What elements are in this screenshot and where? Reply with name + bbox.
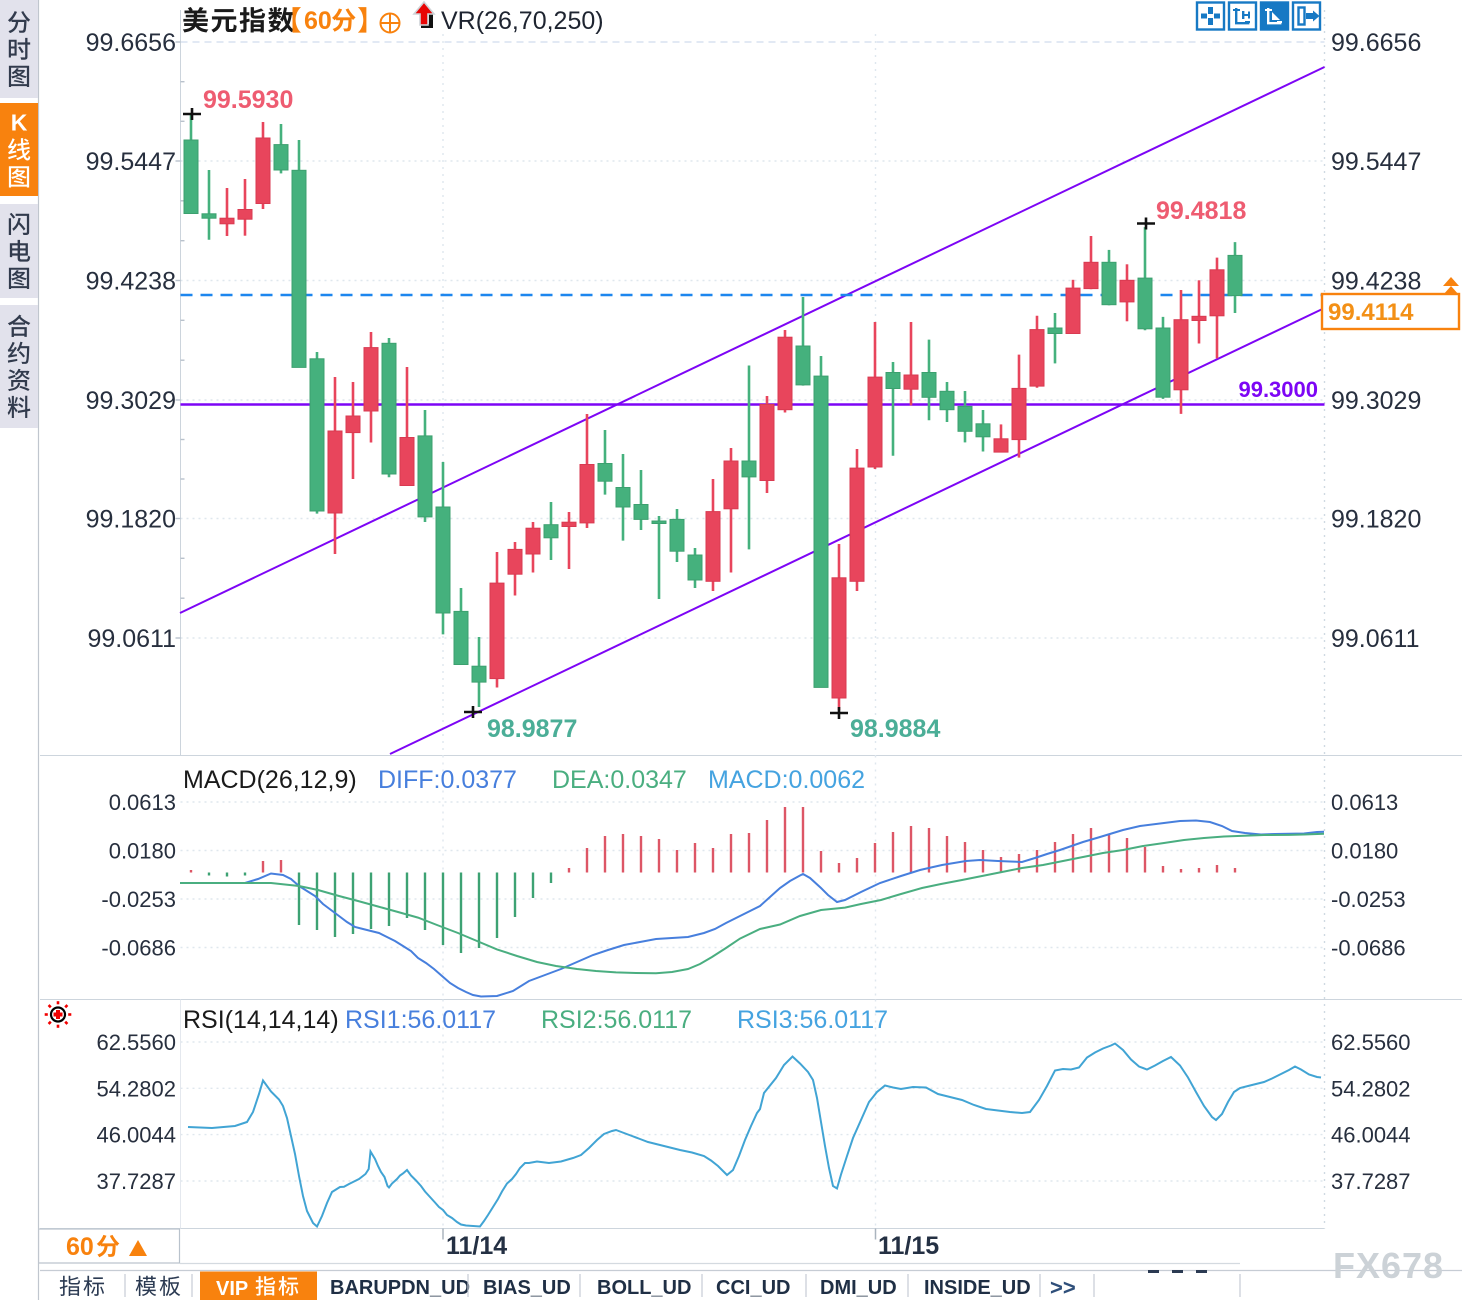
svg-text:54.2802: 54.2802: [96, 1076, 176, 1101]
svg-text:60: 60: [304, 7, 332, 35]
svg-text:RSI2:56.0117: RSI2:56.0117: [541, 1006, 692, 1034]
svg-text:98.9884: 98.9884: [850, 715, 940, 743]
svg-text:-0.0253: -0.0253: [1331, 887, 1406, 912]
svg-text:RSI1:56.0117: RSI1:56.0117: [345, 1006, 496, 1034]
svg-text:DMI_UD: DMI_UD: [820, 1277, 897, 1299]
svg-text:MACD(26,12,9): MACD(26,12,9): [183, 766, 357, 794]
svg-text:98.9877: 98.9877: [487, 715, 577, 743]
svg-text:46.0044: 46.0044: [96, 1123, 176, 1148]
svg-text:K: K: [11, 110, 28, 136]
svg-text:0.0180: 0.0180: [109, 839, 176, 864]
svg-text:CCI_UD: CCI_UD: [716, 1277, 790, 1299]
svg-text:INSIDE_UD: INSIDE_UD: [924, 1277, 1031, 1299]
svg-text:-0.0686: -0.0686: [1331, 936, 1406, 961]
svg-text:BIAS_UD: BIAS_UD: [483, 1277, 571, 1299]
svg-text:11/14: 11/14: [446, 1232, 507, 1260]
svg-text:FX678: FX678: [1333, 1245, 1444, 1286]
svg-text:99.6656: 99.6656: [86, 29, 176, 57]
svg-text:BARUPDN_UD: BARUPDN_UD: [330, 1277, 470, 1299]
svg-text:-0.0253: -0.0253: [101, 887, 176, 912]
svg-text:99.6656: 99.6656: [1331, 29, 1421, 57]
svg-text:99.5447: 99.5447: [86, 148, 176, 176]
svg-text:99.5447: 99.5447: [1331, 148, 1421, 176]
svg-text:99.3000: 99.3000: [1238, 377, 1318, 402]
svg-text:99.0611: 99.0611: [87, 625, 176, 653]
svg-text:DEA:0.0347: DEA:0.0347: [552, 766, 687, 794]
svg-text:99.4818: 99.4818: [1156, 197, 1246, 225]
svg-text:37.7287: 37.7287: [96, 1169, 176, 1194]
svg-text:62.5560: 62.5560: [96, 1030, 176, 1055]
svg-text:62.5560: 62.5560: [1331, 1030, 1411, 1055]
svg-text:54.2802: 54.2802: [1331, 1076, 1411, 1101]
svg-text:RSI(14,14,14): RSI(14,14,14): [183, 1006, 339, 1034]
svg-text:VIP: VIP: [216, 1278, 248, 1300]
svg-text:60: 60: [66, 1233, 94, 1261]
svg-text:MACD:0.0062: MACD:0.0062: [708, 766, 865, 794]
svg-text:99.4114: 99.4114: [1328, 299, 1414, 326]
svg-text:99.3029: 99.3029: [86, 387, 176, 415]
svg-text:99.5930: 99.5930: [203, 86, 293, 114]
svg-text:99.1820: 99.1820: [86, 506, 176, 534]
svg-text:37.7287: 37.7287: [1331, 1169, 1411, 1194]
svg-text:VR(26,70,250): VR(26,70,250): [441, 7, 604, 35]
svg-text:0.0613: 0.0613: [1331, 790, 1398, 815]
svg-text:>>: >>: [1050, 1275, 1076, 1300]
svg-text:99.4238: 99.4238: [1331, 268, 1421, 296]
svg-text:-0.0686: -0.0686: [101, 936, 176, 961]
svg-text:BOLL_UD: BOLL_UD: [597, 1277, 691, 1299]
svg-text:99.3029: 99.3029: [1331, 387, 1421, 415]
svg-text:11/15: 11/15: [878, 1232, 939, 1260]
svg-text:0.0180: 0.0180: [1331, 839, 1398, 864]
svg-text:46.0044: 46.0044: [1331, 1123, 1411, 1148]
svg-text:DIFF:0.0377: DIFF:0.0377: [378, 766, 517, 794]
svg-text:99.4238: 99.4238: [86, 268, 176, 296]
svg-text:99.0611: 99.0611: [1331, 625, 1420, 653]
svg-text:RSI3:56.0117: RSI3:56.0117: [737, 1006, 888, 1034]
svg-text:99.1820: 99.1820: [1331, 506, 1421, 534]
svg-text:0.0613: 0.0613: [109, 790, 176, 815]
